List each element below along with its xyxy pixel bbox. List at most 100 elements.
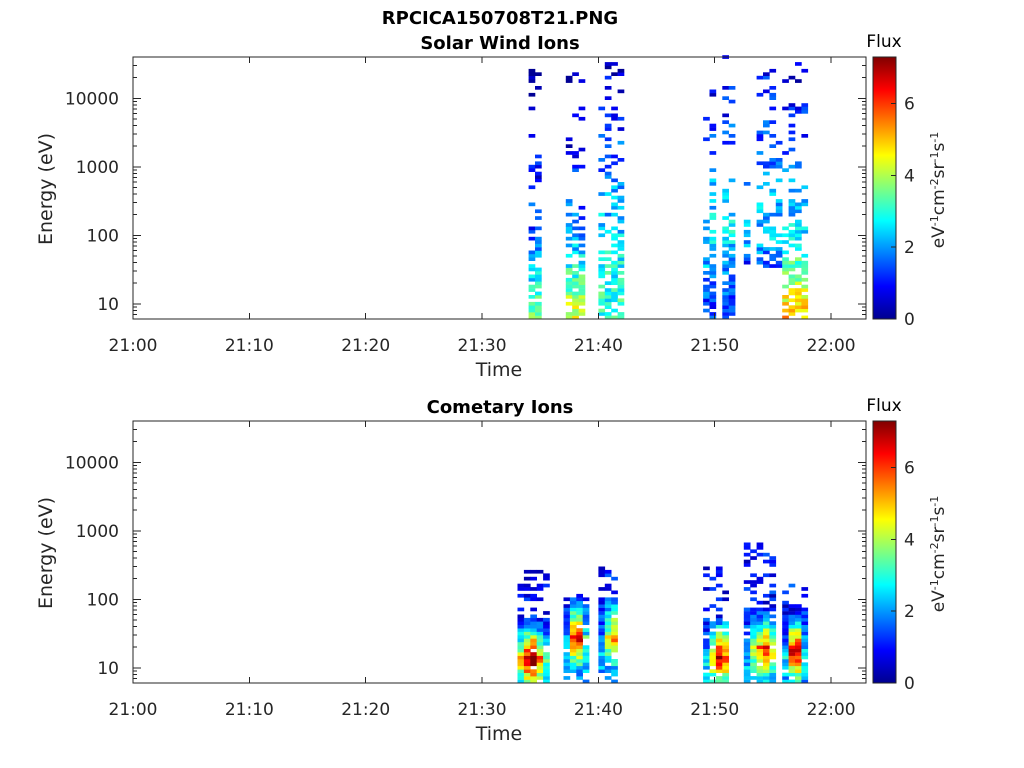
heatmap-cell [769, 233, 777, 238]
heatmap-cell [572, 264, 579, 268]
heatmap-cell [769, 652, 777, 656]
heatmap-cell [750, 645, 757, 649]
heatmap-cell [715, 617, 723, 622]
heatmap-cell [782, 168, 789, 172]
heatmap-cell [578, 284, 586, 289]
heatmap-cell [763, 123, 770, 128]
heatmap-cell [543, 635, 550, 639]
heatmap-cell [775, 178, 783, 183]
heatmap-cell [517, 676, 525, 680]
heatmap-cell [756, 617, 764, 622]
heatmap-cell [572, 295, 579, 299]
heatmap-cell [578, 277, 586, 282]
heatmap-cell [598, 648, 606, 653]
heatmap-cell [617, 185, 625, 190]
heatmap-cell [709, 659, 717, 663]
heatmap-cell [598, 308, 606, 313]
heatmap-cell [782, 617, 789, 622]
heatmap-cell [611, 202, 618, 207]
heatmap-cell [782, 614, 789, 619]
heatmap-cell [569, 628, 577, 632]
heatmap-cell [611, 72, 618, 76]
heatmap-cell [598, 226, 606, 231]
heatmap-cell [572, 151, 579, 155]
heatmap-cell [775, 260, 783, 265]
heatmap-cell [722, 295, 729, 299]
heatmap-cell [795, 288, 802, 292]
heatmap-cell [709, 631, 717, 636]
heatmap-cell [750, 652, 757, 656]
heatmap-cell [569, 614, 577, 619]
heatmap-cell [576, 638, 583, 643]
heatmap-cell [576, 631, 583, 636]
heatmap-cell [563, 597, 571, 602]
heatmap-cell [715, 662, 723, 667]
heatmap-cell [715, 676, 723, 680]
heatmap-cell [535, 295, 542, 299]
heatmap-cell [728, 86, 736, 90]
heatmap-cell [728, 229, 736, 234]
heatmap-cell [535, 209, 542, 214]
heatmap-cell [598, 566, 606, 571]
heatmap-cell [617, 127, 625, 131]
heatmap-cell [743, 587, 751, 591]
heatmap-cell [582, 679, 590, 684]
heatmap-cell [523, 621, 531, 625]
heatmap-cell [563, 662, 571, 667]
solar-wind-panel: Solar Wind Ions 21:00 21:10 21:20 21:30 21:4… [35, 32, 949, 381]
heatmap-cell [565, 199, 573, 203]
heatmap-cell [535, 301, 542, 306]
heatmap-cell [569, 617, 577, 622]
heatmap-cell [598, 614, 606, 619]
heatmap-cell [728, 178, 736, 183]
heatmap-cell [722, 271, 729, 275]
heatmap-cell [795, 209, 802, 214]
heatmap-cell [709, 92, 717, 97]
heatmap-cell [604, 288, 612, 292]
heatmap-cell [530, 669, 537, 673]
heatmap-cell [769, 669, 777, 673]
heatmap-cell [617, 205, 625, 210]
heatmap-cell [576, 641, 583, 646]
heatmap-cell [715, 573, 723, 578]
heatmap-cell [801, 103, 809, 107]
heatmap-cell [703, 288, 710, 292]
heatmap-cell [569, 600, 577, 605]
heatmap-cell [763, 130, 770, 135]
heatmap-cell [598, 192, 606, 196]
heatmap-cell [582, 604, 590, 608]
heatmap-cell [569, 638, 577, 643]
heatmap-cell [528, 75, 536, 80]
heatmap-cell [801, 271, 809, 275]
heatmap-cell [795, 164, 802, 169]
heatmap-cell [722, 672, 729, 677]
heatmap-cell [528, 164, 536, 169]
heatmap-cell [565, 271, 573, 275]
heatmap-cell [801, 635, 809, 639]
heatmap-cell [715, 635, 723, 639]
heatmap-cell [750, 659, 757, 663]
heatmap-cell [598, 134, 606, 138]
heatmap-cell [722, 240, 729, 244]
heatmap-cell [788, 130, 796, 135]
heatmap-cell [530, 614, 537, 619]
heatmap-cell [743, 662, 751, 667]
heatmap-cell [543, 659, 550, 663]
heatmap-cell [763, 638, 770, 643]
heatmap-cell [611, 185, 618, 190]
heatmap-cell [795, 638, 802, 643]
heatmap-cell [763, 264, 770, 268]
heatmap-cell [722, 229, 729, 234]
heatmap-cell [604, 569, 612, 574]
heatmap-cell [565, 236, 573, 241]
heatmap-cell [569, 621, 577, 625]
heatmap-cell [523, 631, 531, 636]
heatmap-cell [611, 243, 618, 248]
heatmap-cell [709, 89, 717, 94]
heatmap-cell [782, 641, 789, 646]
heatmap-cell [617, 284, 625, 289]
heatmap-cell [763, 624, 770, 629]
heatmap-cell [523, 597, 531, 602]
heatmap-cell [715, 566, 723, 571]
heatmap-cell [775, 247, 783, 251]
